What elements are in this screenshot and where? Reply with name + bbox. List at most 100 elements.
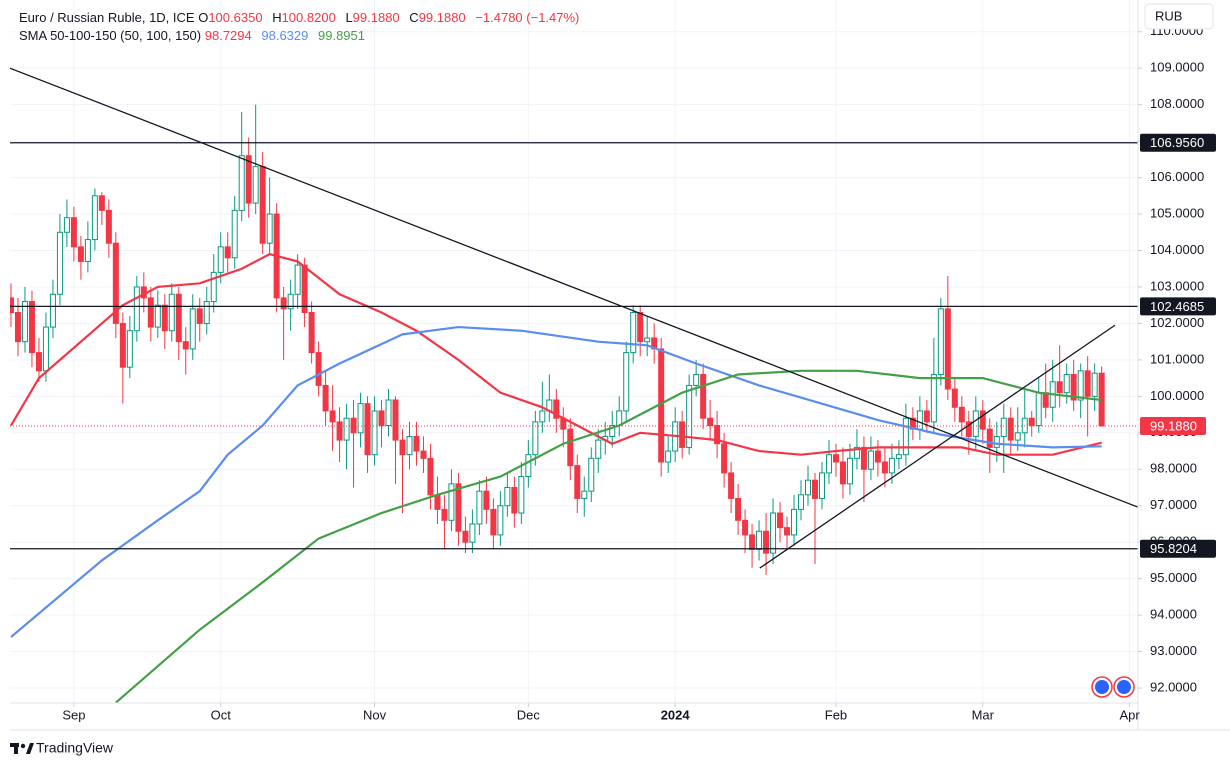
candle-body bbox=[413, 435, 420, 452]
currency-button[interactable] bbox=[1144, 3, 1214, 30]
sma-value: 98.6329 bbox=[261, 28, 309, 43]
candle-body bbox=[888, 457, 895, 474]
candle-body bbox=[336, 421, 343, 441]
trendline bbox=[10, 67, 1138, 508]
candle-body bbox=[1028, 417, 1035, 427]
y-tick-label: 94.0000 bbox=[1150, 607, 1197, 622]
candle-body bbox=[791, 508, 798, 536]
candle-body bbox=[860, 446, 867, 470]
candle-body bbox=[259, 166, 266, 244]
legend: Euro / Russian Ruble, 1D, ICE O100.6350 … bbox=[19, 9, 585, 45]
candle-body bbox=[979, 410, 986, 430]
sma-line bbox=[10, 325, 1102, 638]
candle-body bbox=[399, 439, 406, 456]
legend-row: SMA 50-100-150 (50, 100, 150) 98.7294 98… bbox=[19, 27, 585, 45]
candle-body bbox=[965, 421, 972, 437]
x-tick-label: Nov bbox=[363, 707, 387, 722]
candle-body bbox=[105, 209, 112, 244]
candle-body bbox=[280, 297, 287, 310]
candle-body bbox=[126, 330, 133, 368]
candle-body bbox=[811, 479, 818, 499]
candle-body bbox=[511, 487, 518, 514]
candle-body bbox=[784, 527, 791, 536]
candle-body bbox=[231, 209, 238, 259]
ohlc-key: C bbox=[409, 10, 419, 25]
candle-body bbox=[756, 530, 763, 550]
candle-body bbox=[35, 352, 42, 372]
brand-logo bbox=[10, 743, 34, 754]
candle-body bbox=[203, 301, 210, 324]
candle-body bbox=[1084, 370, 1091, 397]
candle-body bbox=[1035, 392, 1042, 427]
candle-body bbox=[175, 293, 182, 343]
ohlc-value: 99.1880 bbox=[352, 10, 400, 25]
candle-body bbox=[357, 403, 364, 434]
candle-body bbox=[777, 512, 784, 529]
candle-body bbox=[839, 461, 846, 485]
candle-body bbox=[10, 297, 14, 313]
candle-body bbox=[469, 523, 476, 543]
candle-body bbox=[609, 425, 616, 437]
sma-legend: 98.7294 98.6329 99.8951 bbox=[205, 28, 371, 43]
x-tick-label: Oct bbox=[211, 707, 232, 722]
candle-body bbox=[665, 450, 672, 463]
candle-body bbox=[1042, 392, 1049, 408]
candle-body bbox=[14, 311, 21, 343]
y-tick-label: 97.0000 bbox=[1150, 497, 1197, 512]
logo-shape bbox=[14, 743, 18, 754]
candle-body bbox=[350, 417, 357, 434]
ohlc-legend: O100.6350 H100.8200 L99.1880 C99.1880 bbox=[198, 10, 475, 25]
candle-body bbox=[742, 519, 749, 536]
candle-body bbox=[301, 264, 308, 313]
candle-body bbox=[1014, 432, 1021, 441]
candle-body bbox=[308, 311, 315, 354]
candle-body bbox=[448, 483, 455, 521]
candle-body bbox=[874, 450, 881, 463]
candle-body bbox=[588, 457, 595, 492]
sma-line bbox=[10, 252, 1102, 456]
sma-line bbox=[115, 369, 1102, 703]
y-tick-label: 95.0000 bbox=[1150, 570, 1197, 585]
candle-body bbox=[707, 417, 714, 427]
candle-body bbox=[853, 446, 860, 459]
candle-body bbox=[168, 293, 175, 332]
level-label: 106.9560 bbox=[1150, 135, 1204, 150]
candle-body bbox=[343, 417, 350, 441]
x-tick-label: Sep bbox=[62, 707, 85, 722]
candle-body bbox=[28, 301, 35, 354]
candle-body bbox=[679, 421, 686, 448]
candle-body bbox=[1000, 417, 1007, 437]
currency-label[interactable]: RUB bbox=[1155, 8, 1182, 23]
candle-body bbox=[749, 534, 756, 550]
candle-body bbox=[993, 435, 1000, 448]
candle-body bbox=[700, 373, 707, 419]
last-price-label: 99.1880 bbox=[1150, 418, 1197, 433]
candle-body bbox=[189, 308, 196, 350]
level-label: 102.4685 bbox=[1150, 299, 1204, 314]
y-tick-label: 92.0000 bbox=[1150, 679, 1197, 694]
y-tick-label: 106.0000 bbox=[1150, 169, 1204, 184]
candle-body bbox=[210, 271, 217, 303]
candle-body bbox=[637, 311, 644, 343]
candle-body bbox=[497, 505, 504, 536]
candle-body bbox=[406, 435, 413, 456]
candle-body bbox=[133, 286, 140, 332]
candle-body bbox=[895, 454, 902, 459]
level-label-bg bbox=[1140, 133, 1216, 152]
candle-body bbox=[252, 166, 259, 204]
axes: 92.000093.000094.000095.000096.000097.00… bbox=[62, 23, 1204, 722]
candle-body bbox=[504, 487, 511, 507]
candle-body bbox=[441, 508, 448, 521]
y-tick-label: 100.0000 bbox=[1150, 388, 1204, 403]
candle-body bbox=[322, 384, 329, 412]
x-tick-label: Mar bbox=[972, 707, 995, 722]
candle-body bbox=[147, 297, 154, 328]
candle-body bbox=[98, 195, 105, 211]
y-tick-label: 104.0000 bbox=[1150, 242, 1204, 257]
candle-body bbox=[525, 454, 532, 478]
candle-body bbox=[476, 490, 483, 525]
candle-body bbox=[881, 461, 888, 474]
candle-body bbox=[154, 304, 161, 328]
candle-body bbox=[763, 530, 770, 554]
